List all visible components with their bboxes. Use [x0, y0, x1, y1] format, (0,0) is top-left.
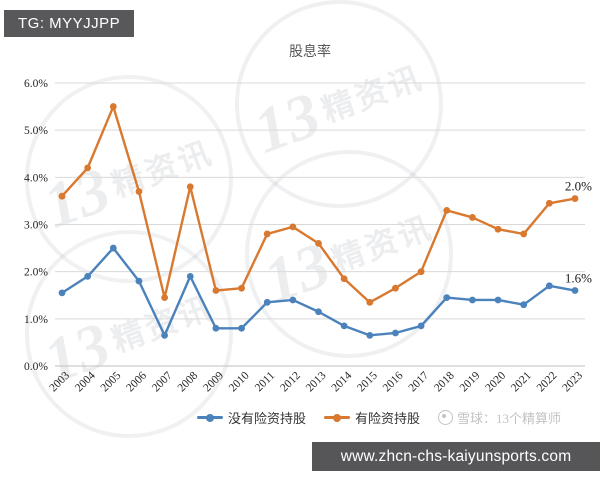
y-axis-tick-label: 6.0% — [24, 78, 48, 90]
x-axis-tick-label: 2008 — [176, 369, 201, 394]
y-axis-tick-label: 5.0% — [24, 125, 48, 137]
end-data-label: 1.6% — [565, 271, 592, 286]
data-point — [545, 199, 553, 207]
legend-item-insurance-holding: 有险资持股 — [323, 408, 420, 427]
data-point — [366, 331, 374, 339]
data-point — [417, 268, 425, 276]
x-axis-tick-label: 2023 — [560, 369, 585, 394]
data-point — [494, 296, 502, 304]
data-point — [238, 284, 245, 292]
x-axis-tick-label: 2009 — [201, 369, 226, 394]
x-axis-tick-label: 2020 — [483, 369, 508, 394]
data-point — [238, 324, 245, 332]
data-point — [545, 282, 553, 290]
data-point — [161, 294, 169, 302]
data-point — [263, 298, 271, 306]
data-point — [289, 296, 297, 304]
tg-badge: TG: MYYJJPP — [4, 10, 135, 37]
data-point — [469, 214, 476, 221]
data-point — [571, 287, 579, 294]
data-point — [186, 183, 194, 191]
url-bar[interactable]: www.zhcn-chs-kaiyunsports.com — [312, 442, 600, 471]
data-point — [135, 277, 143, 285]
data-point — [520, 301, 528, 309]
data-point — [161, 331, 169, 339]
y-axis-tick-label: 4.0% — [24, 172, 48, 184]
xueqiu-logo-icon — [438, 410, 453, 425]
y-axis-tick-label: 0.0% — [24, 361, 48, 373]
x-axis-tick-label: 2014 — [330, 369, 355, 394]
x-axis-tick-label: 2006 — [124, 369, 149, 394]
data-point — [135, 188, 143, 195]
legend-label: 有险资持股 — [354, 411, 420, 426]
x-axis-tick-label: 2005 — [99, 369, 124, 394]
data-point — [109, 103, 117, 110]
x-axis-tick-label: 2019 — [458, 369, 483, 394]
series-line-没有险资持股 — [60, 246, 577, 337]
chart-title: 股息率 — [289, 43, 331, 60]
data-point — [443, 294, 451, 302]
x-axis-tick-label: 2003 — [47, 369, 72, 394]
end-data-label: 2.0% — [565, 179, 592, 194]
data-point — [212, 287, 220, 294]
data-point — [109, 244, 117, 252]
data-point — [186, 272, 194, 280]
source-credit: 雪球：13个精算师 — [438, 408, 561, 427]
data-point — [58, 289, 66, 297]
x-axis-tick-label: 2021 — [509, 369, 534, 394]
y-axis-tick-label: 1.0% — [24, 314, 48, 326]
x-axis-tick-label: 2012 — [278, 369, 303, 394]
series-line-有险资持股 — [60, 105, 577, 304]
data-point — [84, 272, 92, 280]
data-point — [84, 164, 92, 172]
data-point — [340, 275, 348, 283]
data-point — [340, 322, 348, 330]
blue-line-marker-icon — [196, 416, 223, 419]
x-axis-tick-label: 2016 — [381, 369, 406, 394]
data-point — [263, 230, 271, 238]
data-point — [443, 206, 451, 214]
y-axis-tick-label: 2.0% — [24, 267, 48, 279]
legend-label: 没有险资持股 — [227, 411, 306, 426]
data-point — [392, 329, 399, 337]
legend-item-no-insurance-holding: 没有险资持股 — [196, 408, 306, 427]
x-axis-tick-label: 2015 — [355, 369, 380, 394]
y-axis-tick-label: 3.0% — [24, 220, 48, 232]
x-axis-tick-label: 2013 — [304, 369, 329, 394]
data-point — [520, 230, 528, 238]
x-axis-tick-label: 2004 — [73, 369, 98, 394]
data-point — [366, 298, 374, 306]
x-axis-tick-label: 2010 — [227, 369, 252, 394]
x-axis-tick-label: 2011 — [253, 369, 278, 394]
data-point — [494, 225, 502, 233]
x-axis-tick-label: 2018 — [432, 369, 457, 394]
data-point — [315, 308, 322, 316]
data-point — [417, 322, 425, 330]
x-axis-tick-label: 2007 — [150, 369, 175, 394]
source-credit-label: 雪球：13个精算师 — [457, 411, 562, 426]
data-point — [469, 296, 476, 304]
data-point — [58, 192, 66, 200]
data-point — [571, 195, 579, 202]
x-axis-tick-label: 2022 — [535, 369, 560, 394]
data-point — [212, 324, 220, 332]
chart-legend: 没有险资持股 有险资持股 雪球：13个精算师 — [79, 408, 600, 427]
data-point — [392, 284, 399, 292]
x-axis-tick-label: 2017 — [406, 369, 431, 394]
orange-line-marker-icon — [323, 416, 350, 419]
data-point — [315, 239, 322, 247]
data-point — [289, 223, 297, 231]
